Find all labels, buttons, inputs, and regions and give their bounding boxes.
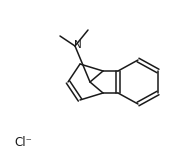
- Text: Cl⁻: Cl⁻: [14, 136, 32, 150]
- Text: N: N: [74, 40, 82, 50]
